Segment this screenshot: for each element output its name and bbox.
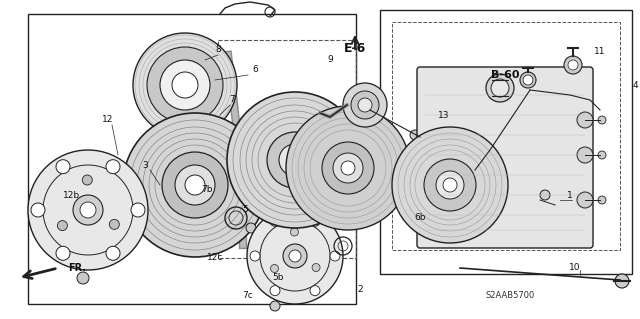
Circle shape [246, 223, 256, 233]
Text: S2AAB5700: S2AAB5700 [485, 292, 534, 300]
Circle shape [109, 219, 119, 229]
Text: 7c: 7c [243, 292, 253, 300]
Circle shape [540, 190, 550, 200]
Circle shape [577, 112, 593, 128]
Circle shape [270, 216, 280, 226]
Circle shape [56, 246, 70, 260]
Circle shape [598, 196, 606, 204]
Circle shape [227, 92, 363, 228]
Circle shape [286, 106, 410, 230]
Circle shape [443, 178, 457, 192]
Circle shape [279, 144, 311, 176]
Circle shape [343, 83, 387, 127]
Circle shape [133, 33, 237, 137]
Bar [28, 14, 356, 304]
Bar [380, 10, 632, 274]
Circle shape [77, 272, 89, 284]
Circle shape [185, 175, 205, 195]
Circle shape [491, 79, 509, 97]
Text: 8: 8 [215, 46, 221, 55]
Text: 11: 11 [595, 48, 605, 56]
Circle shape [577, 192, 593, 208]
Text: 1: 1 [567, 190, 573, 199]
Circle shape [289, 250, 301, 262]
Circle shape [80, 202, 96, 218]
Circle shape [270, 301, 280, 311]
Circle shape [564, 56, 582, 74]
Text: 2: 2 [357, 286, 363, 294]
Circle shape [160, 60, 210, 110]
Text: 6b: 6b [414, 213, 426, 222]
Text: 4: 4 [632, 80, 638, 90]
Circle shape [206, 131, 216, 141]
Circle shape [106, 246, 120, 260]
Circle shape [523, 75, 533, 85]
Text: 7b: 7b [201, 186, 212, 195]
Circle shape [283, 244, 307, 268]
Text: B-60: B-60 [491, 70, 519, 80]
Text: 9: 9 [327, 56, 333, 64]
Circle shape [322, 142, 374, 194]
Circle shape [147, 47, 223, 123]
Circle shape [312, 263, 320, 271]
Circle shape [310, 216, 320, 226]
Text: 12: 12 [102, 115, 114, 124]
Text: 5: 5 [242, 205, 248, 214]
Text: 3: 3 [142, 160, 148, 169]
Circle shape [58, 221, 67, 231]
Circle shape [162, 152, 228, 218]
Text: 7: 7 [229, 95, 235, 105]
Circle shape [598, 151, 606, 159]
Text: 6: 6 [252, 65, 258, 75]
Circle shape [270, 286, 280, 296]
Circle shape [333, 153, 363, 183]
Circle shape [291, 228, 298, 236]
Bar [218, 40, 356, 258]
Circle shape [486, 74, 514, 102]
Circle shape [172, 72, 198, 98]
Circle shape [287, 152, 303, 168]
Circle shape [351, 91, 379, 119]
Circle shape [131, 203, 145, 217]
Circle shape [123, 113, 267, 257]
Circle shape [56, 160, 70, 174]
Circle shape [424, 159, 476, 211]
Circle shape [310, 286, 320, 296]
Circle shape [83, 175, 92, 185]
Circle shape [267, 132, 323, 188]
Text: FR.: FR. [68, 263, 86, 273]
Circle shape [341, 161, 355, 175]
Circle shape [410, 130, 420, 140]
Circle shape [106, 160, 120, 174]
Circle shape [175, 165, 215, 205]
Circle shape [615, 274, 629, 288]
FancyBboxPatch shape [417, 67, 593, 248]
Text: E-6: E-6 [344, 41, 366, 55]
Text: 12c: 12c [207, 254, 223, 263]
Circle shape [358, 98, 372, 112]
Circle shape [250, 251, 260, 261]
Circle shape [330, 251, 340, 261]
Text: 12b: 12b [63, 190, 81, 199]
Circle shape [392, 127, 508, 243]
Text: 5b: 5b [272, 273, 284, 283]
Text: 13: 13 [438, 110, 450, 120]
Circle shape [271, 264, 278, 272]
Circle shape [577, 147, 593, 163]
Text: 10: 10 [569, 263, 580, 272]
Circle shape [436, 171, 464, 199]
Circle shape [598, 116, 606, 124]
Circle shape [568, 60, 578, 70]
Circle shape [31, 203, 45, 217]
Circle shape [520, 72, 536, 88]
Circle shape [73, 195, 103, 225]
Circle shape [28, 150, 148, 270]
Circle shape [247, 208, 343, 304]
Bar [392, 22, 620, 250]
